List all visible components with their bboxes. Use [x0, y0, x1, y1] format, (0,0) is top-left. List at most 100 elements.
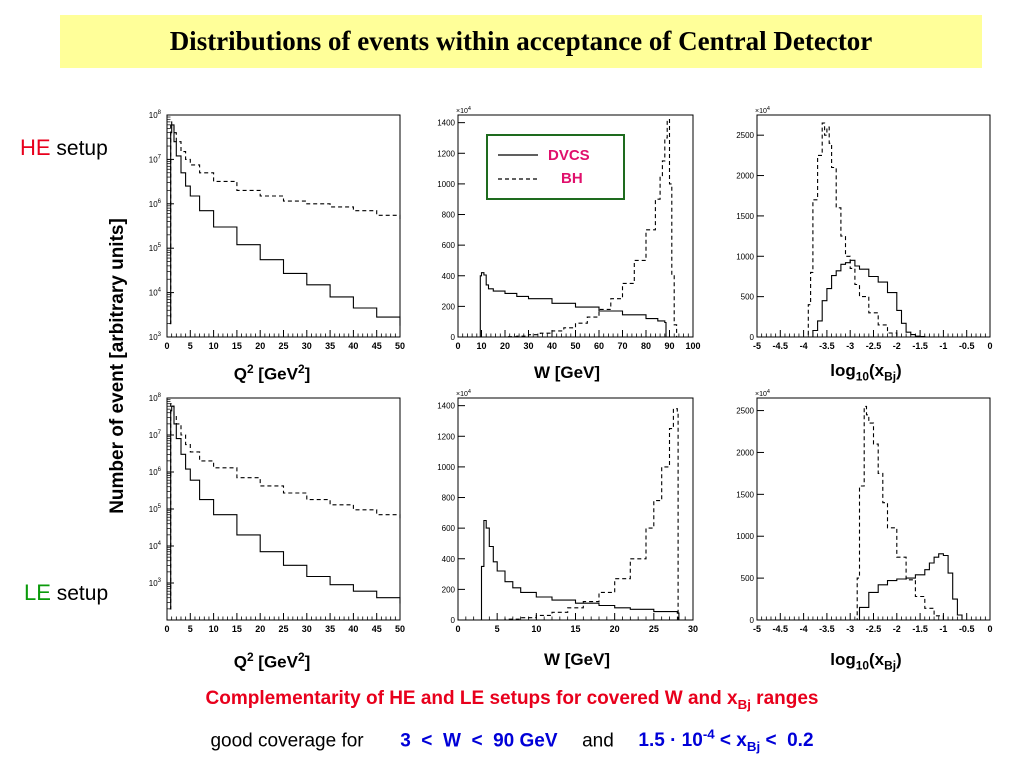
series-dvcs-line [854, 553, 963, 621]
series-bh-line [803, 122, 898, 338]
plot-frame [166, 114, 401, 338]
x-tick-label: -3.5 [819, 341, 835, 351]
x-tick-label: 0 [987, 624, 992, 634]
xbj-log-sub: 10 [855, 369, 870, 384]
x-tick-label: 40 [348, 341, 358, 351]
x-tick-label: 30 [688, 624, 698, 634]
coverage-pre: good coverage for [210, 730, 364, 752]
x-tick-label: 20 [500, 341, 510, 351]
x-tick-label: -1.5 [912, 624, 928, 634]
x-tick-label: 30 [302, 624, 312, 634]
x-tick-label: 10 [531, 624, 541, 634]
y-tick-exp: 5 [158, 504, 162, 510]
y-tick-label: 0 [750, 616, 755, 625]
xtitle-he-w: W [GeV] [533, 363, 601, 382]
x-tick-label: -1 [939, 341, 947, 351]
x-tick-label: 0 [455, 624, 460, 634]
x-tick-label: -3.5 [819, 624, 835, 634]
x-tick-label: -4 [800, 624, 808, 634]
series-bh-line [480, 119, 678, 338]
y-tick-label: 200 [442, 302, 456, 311]
y-tick-label: 1000 [736, 532, 754, 541]
q2-sup: 2 [246, 362, 254, 376]
xtitle-le-w: W [GeV] [543, 650, 611, 669]
x-tick-label: 45 [372, 624, 382, 634]
y-tick-label: 104 [149, 541, 162, 551]
series-dvcs-line [169, 124, 401, 326]
y-tick-label: 200 [442, 585, 456, 594]
x-tick-label: 25 [278, 624, 288, 634]
xtitle-le-xbj: log10(xBj) [830, 650, 901, 672]
y-tick-label: 1400 [437, 402, 455, 411]
y-multiplier: ×104 [456, 389, 471, 398]
x-tick-label: -3 [846, 624, 854, 634]
plot-frame [756, 114, 991, 338]
x-tick-label: 80 [641, 341, 651, 351]
q2-close-le: ] [304, 652, 311, 672]
y-tick-label: 500 [741, 574, 755, 583]
y-tick-label: 0 [750, 333, 755, 342]
series-dvcs-line [169, 405, 401, 610]
legend-dvcs-label: DVCS [548, 147, 590, 164]
y-tick-label: 0 [451, 333, 456, 342]
x-tick-label: 25 [278, 341, 288, 351]
y-tick-label: 105 [149, 243, 162, 253]
legend-svg: DVCS BH [498, 147, 590, 187]
y-tick-label: 600 [442, 524, 456, 533]
y-tick-exp: 8 [158, 110, 162, 116]
y-tick-label: 106 [149, 199, 162, 209]
x-tick-label: 15 [570, 624, 580, 634]
chart-le-xbj: -5 -4.5 -4 -3.5 -3 -2.5 -2 -1.5 -1 -0.5 0 0 500 1000 1… [715, 388, 1000, 643]
page-title: Distributions of events within acceptanc… [169, 26, 873, 56]
x-tick-label: 5 [188, 624, 193, 634]
xbj-sub: Bj [884, 369, 897, 384]
y-tick-exp: 7 [158, 154, 162, 160]
plot-frame [457, 397, 694, 621]
coverage-x-mid: < x [714, 730, 747, 752]
x-tick-label: 35 [325, 341, 335, 351]
y-tick-exp: 4 [158, 541, 162, 547]
x-tick-label: 10 [209, 341, 219, 351]
y-tick-label: 0 [451, 616, 456, 625]
q2-unit-le: [GeV [253, 652, 298, 672]
y-tick-label: 1000 [736, 252, 754, 261]
y-multiplier: ×104 [755, 106, 770, 115]
legend-bh-label: BH [561, 170, 583, 187]
x-tick-label: 30 [302, 341, 312, 351]
y-tick-label: 104 [149, 288, 162, 298]
x-tick-label: 20 [255, 341, 265, 351]
y-multiplier-exp: 4 [767, 389, 770, 395]
y-tick-label: 106 [149, 467, 162, 477]
conclusion-pre: Complementarity of HE and LE setups for … [205, 688, 738, 709]
title-banner: Distributions of events within acceptanc… [60, 15, 982, 68]
y-tick-label: 103 [149, 578, 162, 588]
x-tick-label: 0 [164, 624, 169, 634]
x-tick-label: -2 [893, 624, 901, 634]
x-tick-label: -2 [893, 341, 901, 351]
y-tick-label: 1500 [736, 490, 754, 499]
x-tick-label: 10 [476, 341, 486, 351]
y-tick-exp: 5 [158, 243, 162, 249]
y-tick-exp: 6 [158, 467, 162, 473]
x-tick-label: 90 [664, 341, 674, 351]
legend-box: DVCS BH [486, 134, 625, 200]
q2-base: Q [233, 364, 247, 384]
series-dvcs-line [479, 272, 667, 337]
y-tick-label: 108 [149, 110, 162, 120]
x-tick-label: -3 [846, 341, 854, 351]
x-tick-label: 100 [685, 341, 700, 351]
le-setup-key: LE [24, 580, 51, 605]
conclusion-post: ranges [750, 688, 819, 709]
conclusion-sub: Bj [737, 696, 751, 712]
q2-unit-sup-le: 2 [297, 650, 305, 664]
chart-he-q2: 0 5 10 15 20 25 30 35 40 45 50 103 104 105 106 107 108 [135, 105, 410, 360]
x-tick-label: -5 [753, 341, 761, 351]
coverage-x-pre: 1.5 · 10 [638, 730, 703, 752]
x-tick-label: 0 [164, 341, 169, 351]
y-tick-exp: 7 [158, 430, 162, 436]
plot-frame [166, 397, 401, 621]
xtitle-he-xbj: log10(xBj) [830, 361, 901, 383]
y-tick-label: 108 [149, 393, 162, 403]
coverage-line: good coverage for 3 < W < 90 GeV and 1.5… [0, 727, 1024, 754]
